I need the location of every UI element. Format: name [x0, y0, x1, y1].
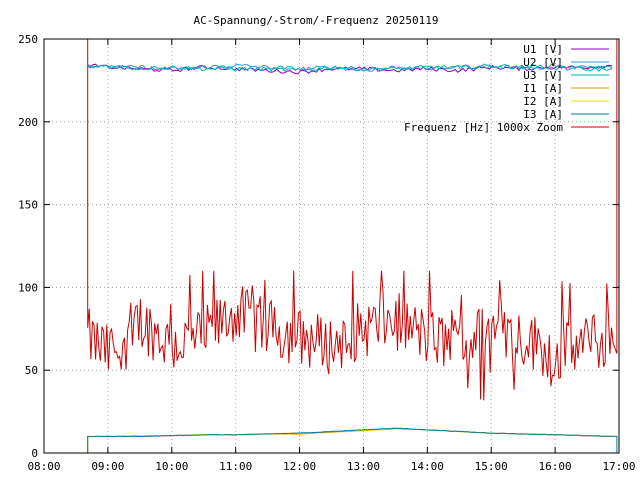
series-line-3 [87, 428, 613, 453]
axis-ticks: 08:00 09:00 10:00 11:00 12:00 13:00 14:00 15:00… [18, 33, 635, 473]
y-tick-label: 50 [25, 364, 38, 377]
series-line-2 [87, 63, 613, 72]
series-line-4 [87, 428, 613, 453]
y-tick-label: 200 [18, 116, 38, 129]
x-tick-label: 13:00 [347, 460, 380, 473]
x-tick-label: 08:00 [27, 460, 60, 473]
y-tick-label: 0 [31, 447, 38, 460]
x-tick-label: 14:00 [411, 460, 444, 473]
chart-title: AC-Spannung/-Strom/-Frequenz 20250119 [193, 14, 438, 27]
x-tick-label: 12:00 [283, 460, 316, 473]
legend-label: U2 [V] [523, 56, 563, 69]
x-tick-label: 09:00 [91, 460, 124, 473]
legend-label: U3 [V] [523, 69, 563, 82]
y-tick-label: 100 [18, 281, 38, 294]
series-line-6 [87, 39, 618, 401]
x-tick-label: 10:00 [155, 460, 188, 473]
legend-label: Frequenz [Hz] 1000x Zoom [404, 121, 563, 134]
series-line-5 [87, 427, 618, 453]
x-tick-label: 15:00 [475, 460, 508, 473]
plot-frame [43, 38, 620, 454]
x-tick-label: 11:00 [219, 460, 252, 473]
grid-lines [44, 39, 619, 453]
legend-label: U1 [V] [523, 43, 563, 56]
x-tick-label: 17:00 [602, 460, 635, 473]
y-tick-label: 150 [18, 199, 38, 212]
series-layer [87, 39, 618, 453]
legend-label: I1 [A] [523, 82, 563, 95]
x-tick-label: 16:00 [539, 460, 572, 473]
legend-label: I3 [A] [523, 108, 563, 121]
legend: U1 [V]U2 [V]U3 [V]I1 [A]I2 [A]I3 [A]Freq… [404, 43, 609, 134]
legend-label: I2 [A] [523, 95, 563, 108]
y-tick-label: 250 [18, 33, 38, 46]
